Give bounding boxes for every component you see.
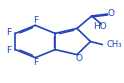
Text: F: F [6,28,11,37]
Text: O: O [108,9,115,18]
Text: F: F [33,16,38,25]
Text: CH₃: CH₃ [106,40,122,49]
Text: F: F [33,58,38,67]
Text: F: F [6,46,11,55]
Text: HO: HO [93,22,107,31]
Text: O: O [76,54,83,63]
